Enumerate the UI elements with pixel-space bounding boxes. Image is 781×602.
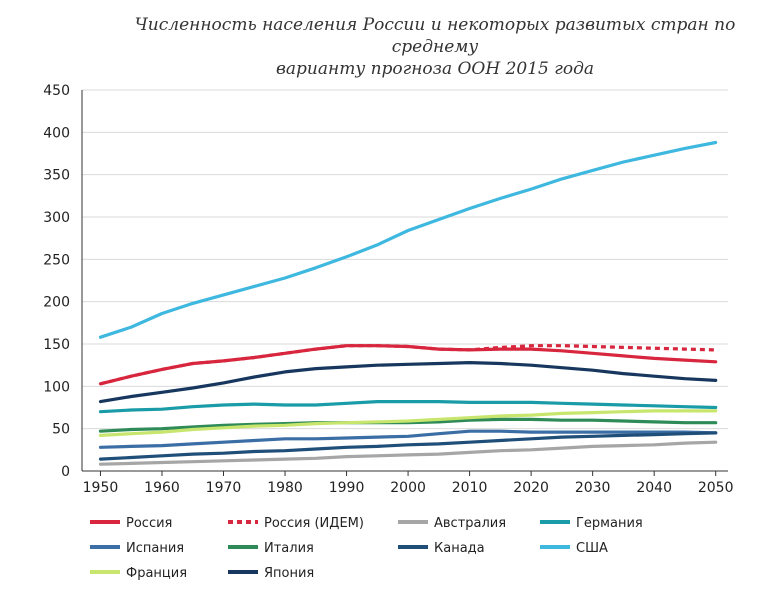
x-tick-label: 1950: [83, 480, 119, 496]
series-line-10: [98, 361, 718, 404]
x-tick-label: 2040: [636, 480, 672, 496]
gridlines: [82, 89, 728, 472]
x-tick-label: 2000: [390, 480, 426, 496]
legend-label: Япония: [264, 566, 314, 581]
x-tick-label: 1960: [144, 480, 180, 496]
x-tick-label: 2010: [452, 480, 488, 496]
legend-label: США: [576, 541, 608, 556]
y-tick-label: 350: [43, 168, 70, 184]
legend-label: Италия: [264, 541, 314, 556]
series-line-5: [98, 429, 718, 449]
y-tick-label: 50: [52, 422, 70, 438]
y-tick-label: 450: [43, 83, 70, 99]
y-tick-label: 200: [43, 295, 70, 311]
y-tick-label: 150: [43, 337, 70, 353]
y-tick-label: 400: [43, 125, 70, 141]
series-line-4: [98, 400, 718, 414]
x-tick-label: 2030: [575, 480, 611, 496]
legend-label: Канада: [434, 541, 485, 556]
legend-label: Франция: [126, 566, 187, 581]
x-tick-label: 1980: [267, 480, 303, 496]
y-tick-label: 250: [43, 252, 70, 268]
y-tick-label: 300: [43, 210, 70, 226]
series-line-9: [98, 409, 718, 437]
y-tick-label: 100: [43, 379, 70, 395]
legend-label: Россия: [126, 516, 172, 531]
chart-title-line-2: варианту прогноза ООН 2015 года: [276, 59, 594, 79]
x-tick-label: 1970: [206, 480, 242, 496]
series-line-2: [100, 344, 716, 386]
x-tick-label: 2020: [513, 480, 549, 496]
x-tick-label: 2050: [698, 480, 734, 496]
legend-label: Австралия: [434, 516, 506, 531]
legend-label: Испания: [126, 541, 184, 556]
x-tick-label: 1990: [329, 480, 365, 496]
series-line-3: [98, 440, 718, 466]
series-line-7: [98, 431, 718, 461]
series-line-8: [98, 140, 718, 339]
series-lines: [98, 140, 718, 466]
legend: Россия Россия (ИДЕМ) Австралия Германия Испа…: [90, 516, 643, 581]
chart-title-line-1: Численность населения России и некоторых…: [134, 15, 736, 57]
axes: 0 50 100 150 200 250 300 350 400 450 1950 1960 1970 1…: [43, 83, 733, 496]
legend-label: Германия: [576, 516, 643, 531]
chart-title: Численность населения России и некоторых…: [90, 14, 780, 80]
y-tick-label: 0: [61, 464, 70, 480]
legend-label: Россия (ИДЕМ): [264, 516, 364, 531]
series-line-6: [98, 417, 718, 433]
